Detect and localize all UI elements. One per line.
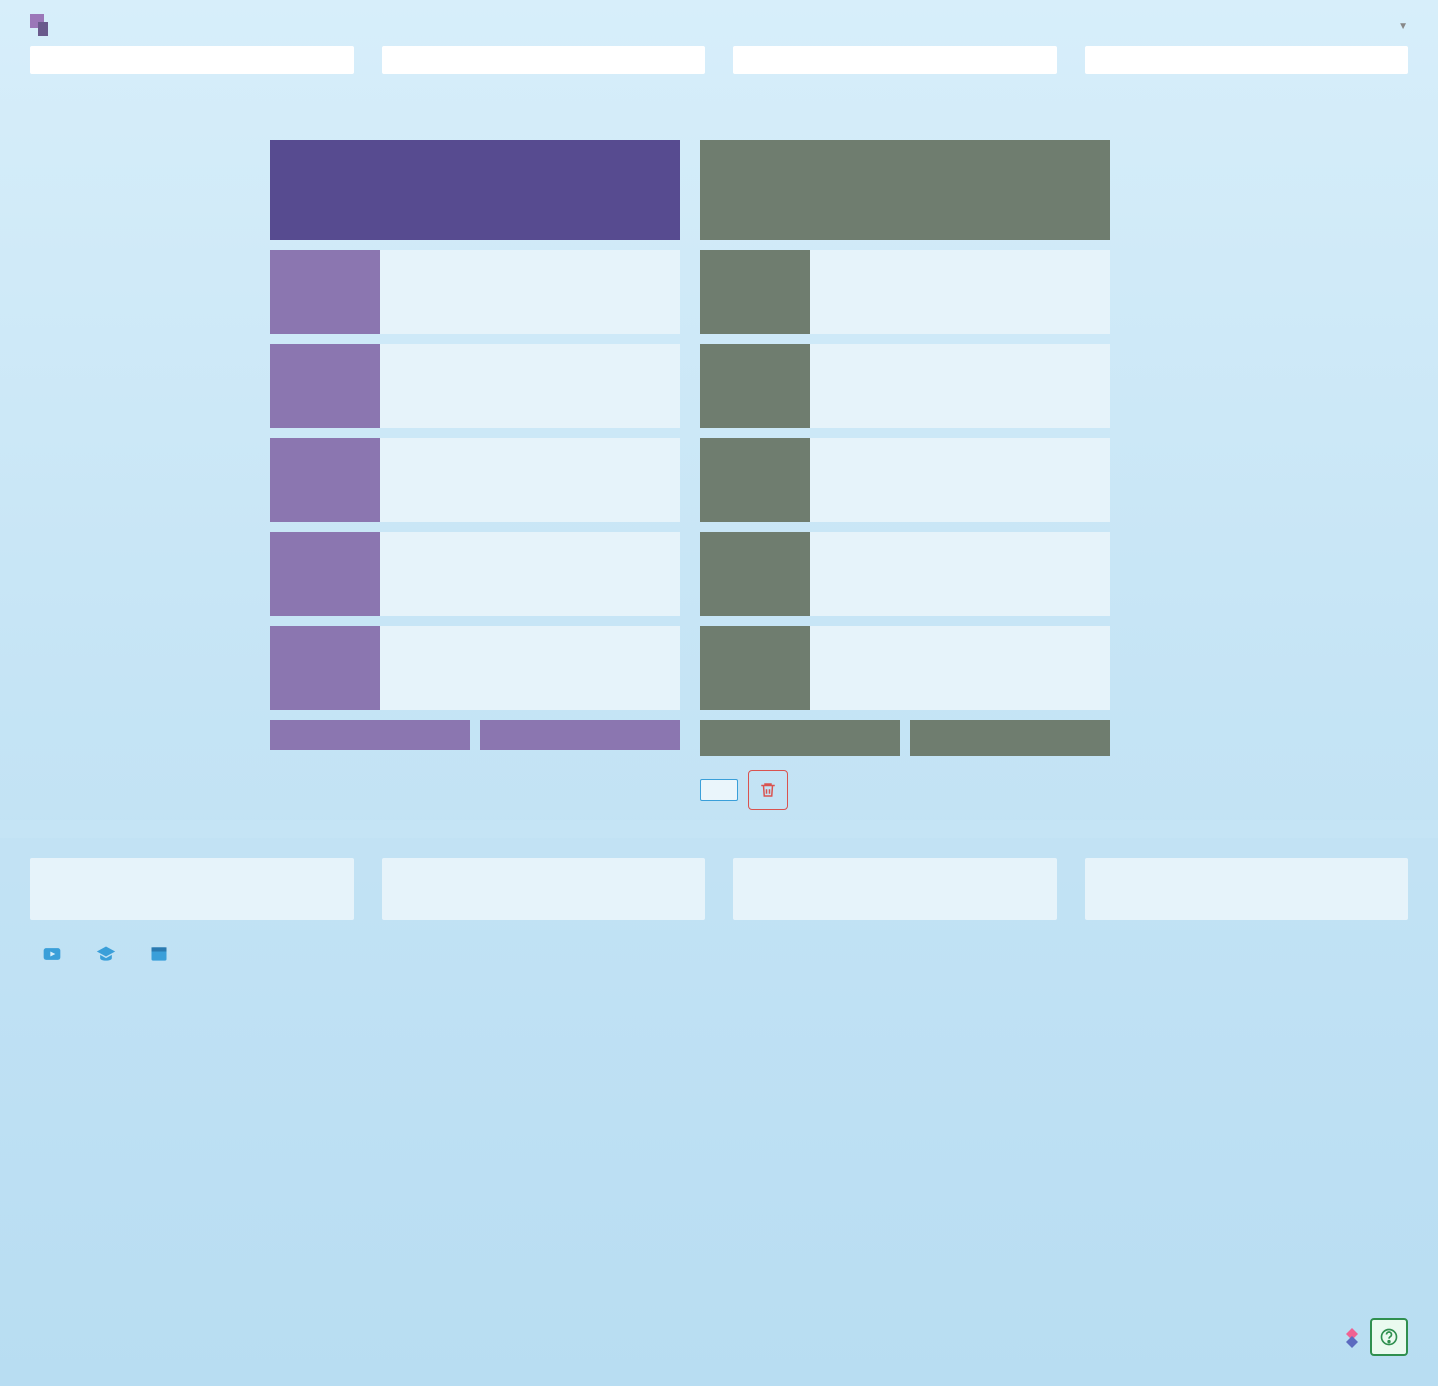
segment-gender xyxy=(700,344,1110,428)
overall-occupation xyxy=(270,438,680,522)
segment-occupation xyxy=(700,438,1110,522)
graduation-icon[interactable] xyxy=(94,944,118,970)
row-label-income xyxy=(30,626,300,710)
tab-donor-info[interactable] xyxy=(733,46,1057,74)
tab-segments[interactable] xyxy=(30,46,354,74)
widget-icon[interactable] xyxy=(1340,1326,1364,1356)
row-label-age xyxy=(30,250,300,334)
segment-header xyxy=(700,140,1110,240)
overall-age xyxy=(270,250,680,334)
overall-gender xyxy=(270,344,680,428)
column-segment xyxy=(700,140,1110,810)
tab-data[interactable] xyxy=(1085,46,1409,74)
row-label-gender xyxy=(30,344,300,428)
row-label-occupation xyxy=(30,438,300,522)
logo-icon xyxy=(30,14,52,36)
overall-networth xyxy=(270,532,680,616)
user-menu[interactable]: ▼ xyxy=(1394,17,1408,33)
row-label-networth xyxy=(30,532,300,616)
segment-networth xyxy=(700,532,1110,616)
row-label-giving xyxy=(30,720,300,804)
footer-data xyxy=(1085,858,1409,920)
chevron-down-icon: ▼ xyxy=(1398,21,1408,32)
overall-header xyxy=(270,140,680,240)
segment-giving xyxy=(700,720,1110,756)
delete-segment-button[interactable] xyxy=(748,770,788,810)
tab-dashboards[interactable] xyxy=(382,46,706,74)
segment-age xyxy=(700,250,1110,334)
footer-donor-info xyxy=(733,858,1057,920)
window-icon[interactable] xyxy=(148,944,170,970)
overall-giving xyxy=(270,720,680,750)
brand-logo[interactable] xyxy=(30,14,60,36)
overall-income xyxy=(270,626,680,710)
segment-income xyxy=(700,626,1110,710)
help-button[interactable] xyxy=(1370,1318,1408,1356)
explore-segment-button[interactable] xyxy=(700,779,738,801)
footer-dashboards xyxy=(382,858,706,920)
footer-segments xyxy=(30,858,354,920)
column-overall xyxy=(270,140,680,810)
youtube-icon[interactable] xyxy=(40,944,64,970)
trash-icon xyxy=(759,781,777,799)
